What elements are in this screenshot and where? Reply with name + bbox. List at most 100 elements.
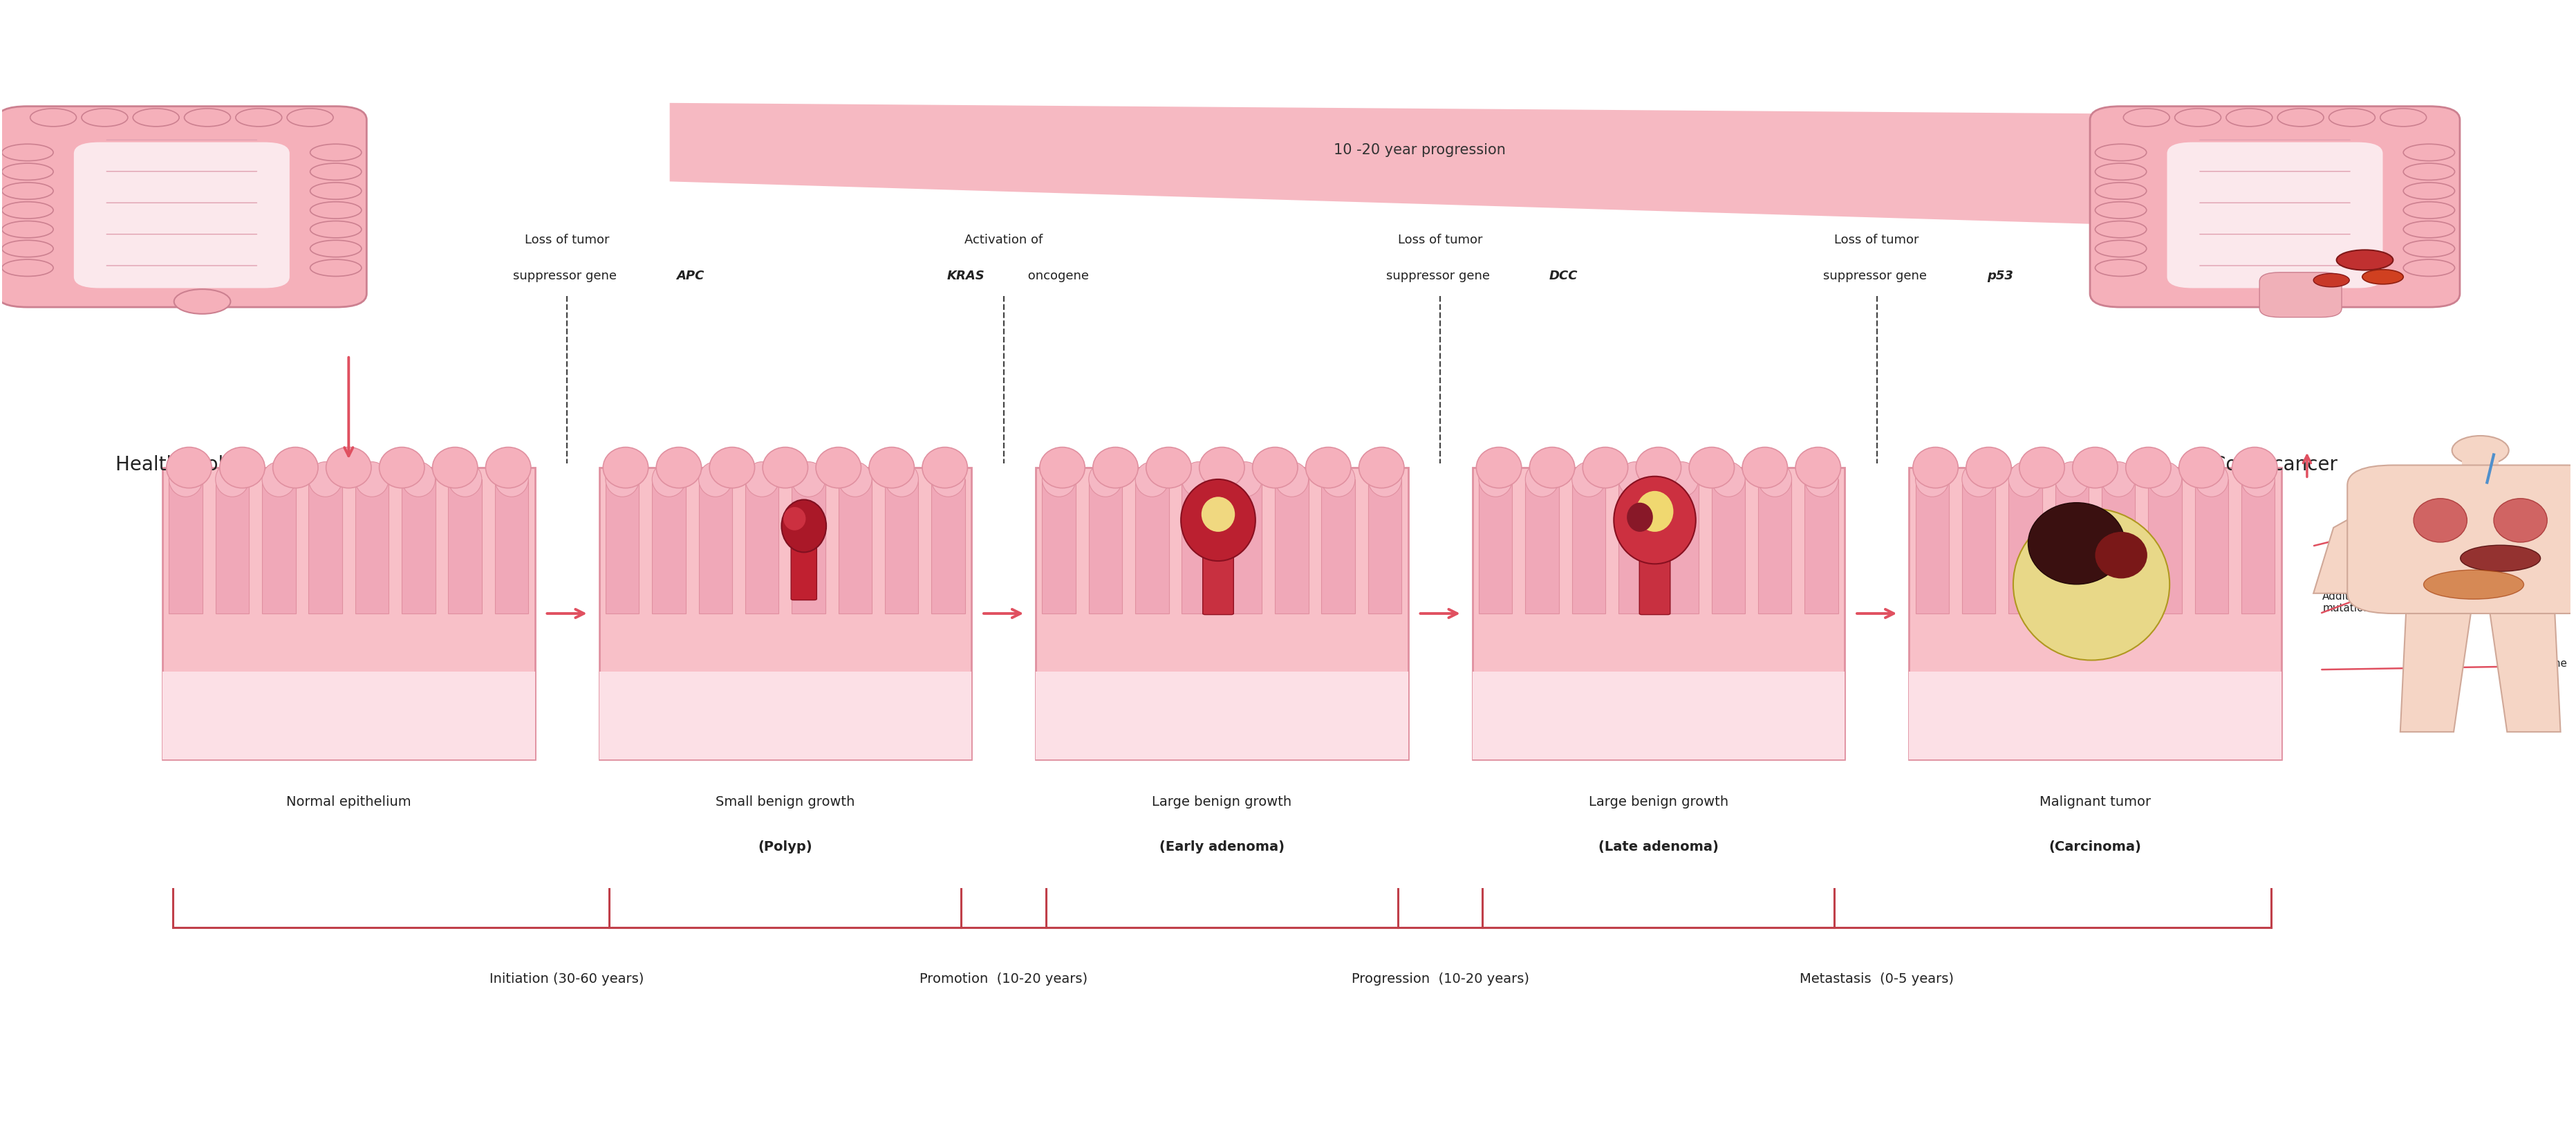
Ellipse shape <box>2452 436 2509 465</box>
Ellipse shape <box>2174 108 2221 126</box>
Ellipse shape <box>309 462 343 497</box>
Ellipse shape <box>2125 447 2172 488</box>
Ellipse shape <box>2102 462 2136 497</box>
Bar <box>1043 480 1077 614</box>
Ellipse shape <box>1136 462 1170 497</box>
Ellipse shape <box>1664 462 1698 497</box>
Bar <box>1618 480 1651 614</box>
Ellipse shape <box>1571 462 1605 497</box>
Ellipse shape <box>167 447 211 488</box>
Ellipse shape <box>1690 447 1734 488</box>
Text: DCC: DCC <box>1548 270 1579 283</box>
Ellipse shape <box>1180 480 1255 561</box>
Ellipse shape <box>3 182 54 199</box>
Text: (Polyp): (Polyp) <box>757 840 811 854</box>
Text: Large benign growth: Large benign growth <box>1589 795 1728 808</box>
Bar <box>355 480 389 614</box>
Ellipse shape <box>2123 108 2169 126</box>
Ellipse shape <box>2403 221 2455 238</box>
Bar <box>1368 480 1401 614</box>
Text: (Early adenoma): (Early adenoma) <box>1159 840 1285 854</box>
Text: Healthy colon: Healthy colon <box>116 455 247 475</box>
Bar <box>263 480 296 614</box>
Bar <box>886 480 920 614</box>
Ellipse shape <box>1200 497 1234 531</box>
Text: suppressor gene: suppressor gene <box>1386 270 1494 283</box>
FancyBboxPatch shape <box>791 525 817 600</box>
Ellipse shape <box>3 163 54 180</box>
FancyBboxPatch shape <box>2166 142 2383 288</box>
Ellipse shape <box>1710 462 1744 497</box>
Ellipse shape <box>2094 240 2146 257</box>
Ellipse shape <box>433 447 477 488</box>
Bar <box>1963 480 1996 614</box>
Ellipse shape <box>2094 182 2146 199</box>
Ellipse shape <box>2226 108 2272 126</box>
Bar <box>837 480 871 614</box>
Ellipse shape <box>2020 447 2063 488</box>
Ellipse shape <box>1306 447 1350 488</box>
Ellipse shape <box>1368 462 1401 497</box>
Bar <box>1275 480 1309 614</box>
Bar <box>605 480 639 614</box>
Ellipse shape <box>2460 545 2540 571</box>
Ellipse shape <box>495 462 528 497</box>
Text: Large benign growth: Large benign growth <box>1151 795 1291 808</box>
FancyBboxPatch shape <box>600 467 971 759</box>
Ellipse shape <box>234 108 281 126</box>
Ellipse shape <box>309 221 361 238</box>
Text: (Late adenoma): (Late adenoma) <box>1597 840 1718 854</box>
Ellipse shape <box>2403 182 2455 199</box>
Bar <box>1909 672 2282 759</box>
Text: suppressor gene: suppressor gene <box>513 270 621 283</box>
Ellipse shape <box>1182 462 1216 497</box>
Text: Promotion  (10-20 years): Promotion (10-20 years) <box>920 973 1087 985</box>
Ellipse shape <box>1795 447 1842 488</box>
Bar <box>216 480 250 614</box>
Ellipse shape <box>327 447 371 488</box>
Ellipse shape <box>2009 462 2043 497</box>
Ellipse shape <box>1965 447 2012 488</box>
Ellipse shape <box>1582 447 1628 488</box>
Ellipse shape <box>1229 462 1262 497</box>
Ellipse shape <box>2277 108 2324 126</box>
FancyBboxPatch shape <box>75 142 289 288</box>
Ellipse shape <box>1275 462 1309 497</box>
Ellipse shape <box>2403 144 2455 161</box>
Text: Colon cancer: Colon cancer <box>2213 455 2336 475</box>
Text: Activation of: Activation of <box>963 234 1043 247</box>
Ellipse shape <box>2403 163 2455 180</box>
Text: Loss of tumor: Loss of tumor <box>526 234 611 247</box>
Ellipse shape <box>448 462 482 497</box>
Ellipse shape <box>3 240 54 257</box>
Ellipse shape <box>1200 447 1244 488</box>
Ellipse shape <box>1618 462 1651 497</box>
Polygon shape <box>2540 494 2576 593</box>
Ellipse shape <box>309 182 361 199</box>
Text: Bone: Bone <box>2540 658 2568 669</box>
Ellipse shape <box>2403 202 2455 218</box>
Ellipse shape <box>657 447 701 488</box>
Ellipse shape <box>216 462 250 497</box>
Polygon shape <box>2486 593 2561 732</box>
Text: APC: APC <box>677 270 703 283</box>
Ellipse shape <box>263 462 296 497</box>
Ellipse shape <box>170 462 204 497</box>
Ellipse shape <box>286 108 332 126</box>
Bar <box>1806 480 1839 614</box>
Text: Loss of tumor: Loss of tumor <box>1399 234 1484 247</box>
Ellipse shape <box>2329 108 2375 126</box>
Ellipse shape <box>2494 499 2548 543</box>
Ellipse shape <box>762 447 809 488</box>
Text: Malignant tumor: Malignant tumor <box>2040 795 2151 808</box>
Ellipse shape <box>1914 447 1958 488</box>
Ellipse shape <box>1321 462 1355 497</box>
Ellipse shape <box>402 462 435 497</box>
Ellipse shape <box>1806 462 1839 497</box>
Ellipse shape <box>933 462 966 497</box>
Bar <box>1710 480 1744 614</box>
Bar <box>1571 480 1605 614</box>
Ellipse shape <box>698 462 732 497</box>
Ellipse shape <box>309 240 361 257</box>
Bar <box>2009 480 2043 614</box>
